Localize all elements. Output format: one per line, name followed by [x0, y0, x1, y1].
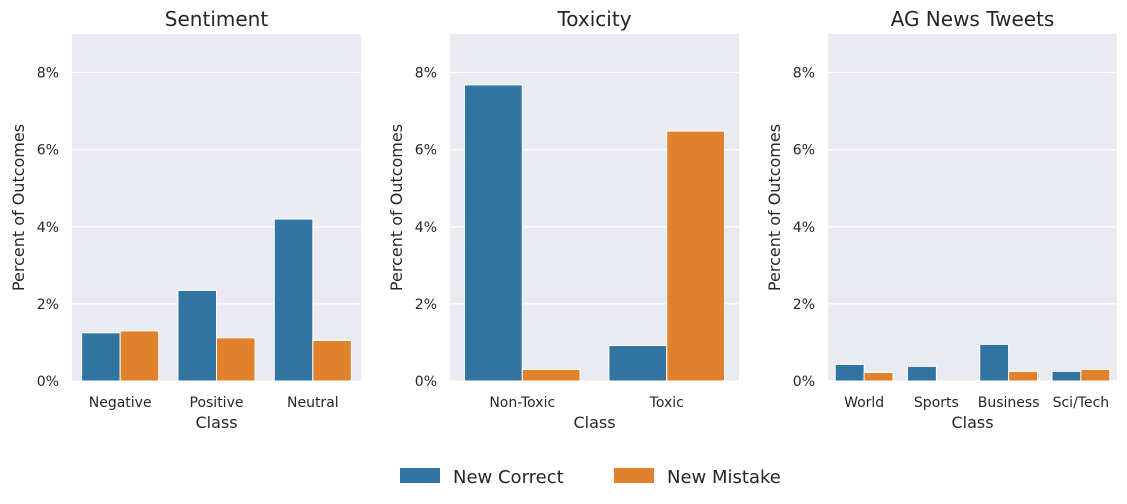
bar-new-correct-business: [979, 343, 1010, 382]
bar-new-mistake-negative: [119, 330, 160, 382]
y-tick-label: 0%: [37, 374, 59, 390]
x-axis-label: Class: [573, 413, 615, 432]
x-tick-label: World: [844, 395, 884, 411]
bar-new-correct-neutral: [273, 218, 314, 382]
bar-new-mistake-neutral: [312, 340, 352, 382]
y-tick-label: 2%: [37, 297, 59, 313]
y-tick-label: 2%: [415, 297, 437, 313]
y-tick-label: 4%: [793, 220, 815, 236]
y-tick-label: 0%: [415, 374, 437, 390]
y-axis-label: Percent of Outcomes: [387, 124, 406, 291]
bar-new-correct-world: [834, 363, 865, 382]
y-tick-label: 8%: [37, 66, 59, 82]
y-tick-label: 6%: [415, 143, 437, 159]
bar-new-mistake-non-toxic: [521, 368, 581, 382]
y-axis-label: Percent of Outcomes: [9, 124, 28, 291]
x-tick-label: Positive: [190, 395, 244, 411]
legend-label: New Correct: [453, 467, 564, 488]
bar-new-correct-toxic: [608, 345, 668, 382]
chart-panel-2: 0% 2% 4% 6% 8% Non-Toxic Toxic Toxicity Class Per…: [387, 7, 739, 432]
x-tick-label: Sports: [914, 395, 959, 411]
y-tick-label: 8%: [793, 66, 815, 82]
chart-title: Sentiment: [165, 7, 269, 31]
bar-new-correct-negative: [81, 332, 121, 382]
bar-new-correct-positive: [177, 289, 217, 382]
y-tick-label: 4%: [415, 220, 437, 236]
y-tick-label: 0%: [793, 374, 815, 390]
legend-swatch-new-mistake: [614, 468, 654, 483]
bar-new-mistake-toxic: [666, 130, 726, 382]
bar-new-correct-sports: [906, 365, 937, 382]
y-tick-label: 4%: [37, 220, 59, 236]
bar-new-mistake-sci-tech: [1080, 368, 1111, 382]
bar-new-mistake-positive: [216, 337, 256, 382]
legend-label: New Mistake: [667, 467, 781, 488]
chart-panel-1: 0% 2% 4% 6% 8% Negative Positive Neutral Sentime…: [9, 7, 361, 432]
chart-title: AG News Tweets: [891, 7, 1055, 31]
y-tick-label: 8%: [415, 66, 437, 82]
legend: New Correct New Mistake: [400, 467, 781, 488]
y-axis-label: Percent of Outcomes: [765, 124, 784, 291]
bar-new-correct-non-toxic: [463, 84, 523, 382]
x-tick-label: Neutral: [287, 395, 339, 411]
chart-panel-3: 0% 2% 4% 6% 8% World Sports Business Sci/Tech AG …: [765, 7, 1117, 432]
chart-title: Toxicity: [556, 7, 631, 31]
x-tick-label: Business: [978, 395, 1040, 411]
x-tick-label: Sci/Tech: [1053, 395, 1110, 411]
bar-new-mistake-business: [1008, 370, 1039, 382]
x-axis-label: Class: [195, 413, 237, 432]
bar-new-correct-sci-tech: [1051, 370, 1082, 382]
x-axis-label: Class: [951, 413, 993, 432]
y-tick-label: 2%: [793, 297, 815, 313]
y-tick-label: 6%: [793, 143, 815, 159]
x-tick-label: Negative: [89, 395, 152, 411]
x-tick-label: Toxic: [649, 395, 684, 411]
bar-new-mistake-world: [863, 372, 894, 382]
x-tick-label: Non-Toxic: [489, 395, 555, 411]
plot-area: [828, 34, 1117, 381]
y-tick-label: 6%: [37, 143, 59, 159]
legend-swatch-new-correct: [400, 468, 440, 483]
